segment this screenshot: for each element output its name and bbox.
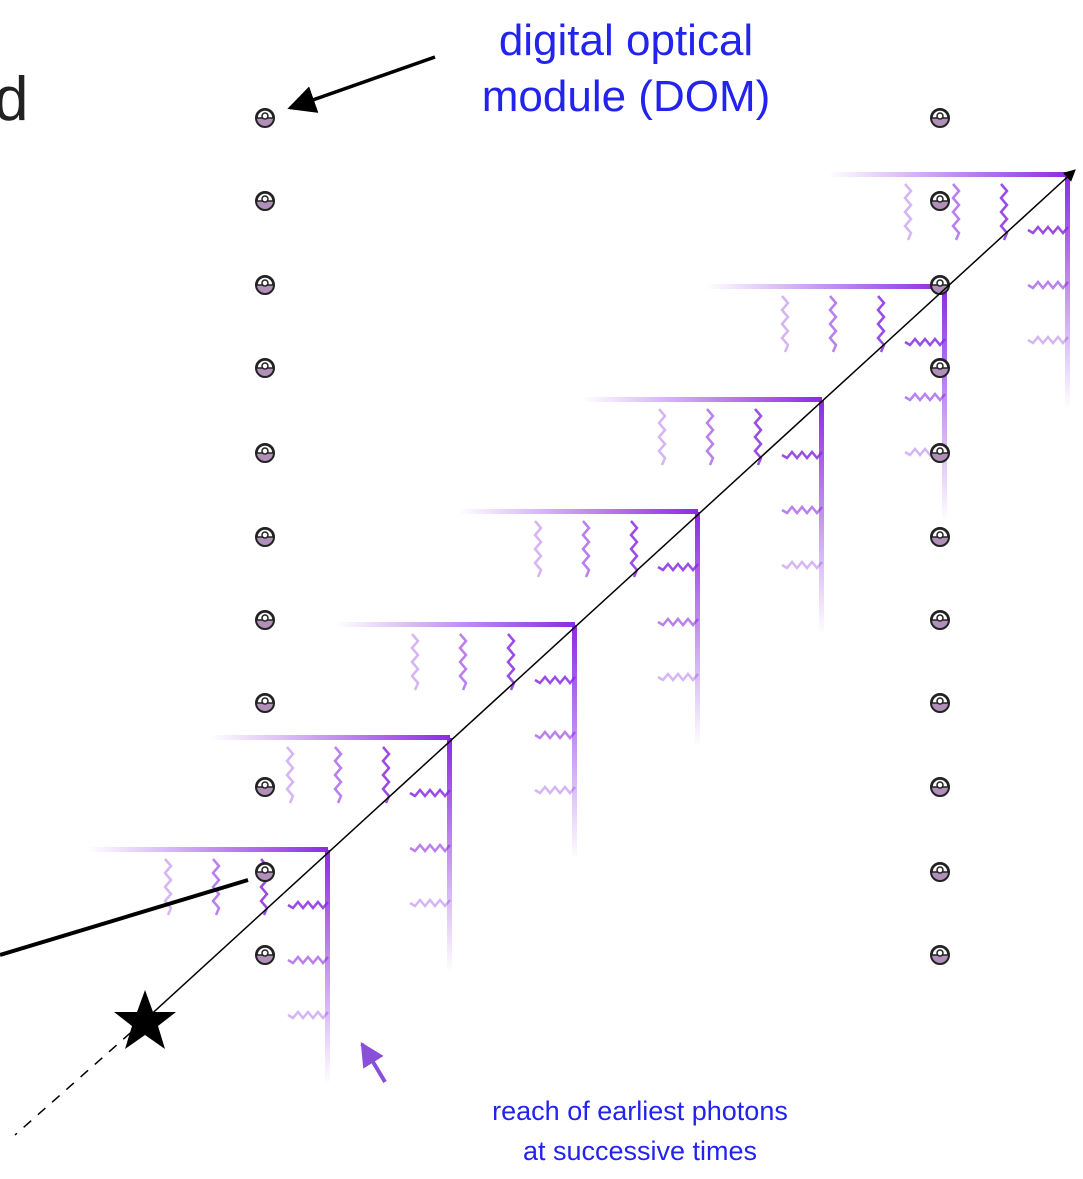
photon-right	[781, 560, 823, 570]
photon-right	[657, 672, 699, 682]
fragment-text: d	[0, 65, 28, 134]
photon-up	[581, 520, 591, 578]
dom-pmt	[936, 112, 944, 120]
front-horizontal	[458, 509, 698, 514]
decoration	[88, 108, 1070, 1085]
photon-up	[828, 295, 838, 353]
front-horizontal	[705, 284, 945, 289]
photon-right	[781, 450, 823, 460]
dom-arrow	[287, 55, 436, 113]
photon-up	[211, 858, 221, 916]
photon-right	[904, 392, 946, 402]
photon-right	[1027, 280, 1069, 290]
photon-up	[903, 183, 913, 241]
photon-up	[458, 633, 468, 691]
dom-pmt	[261, 195, 269, 203]
photon-up	[333, 746, 343, 804]
photon-up	[410, 633, 420, 691]
photon-up	[951, 183, 961, 241]
photon-right	[657, 562, 699, 572]
photon-right	[409, 898, 451, 908]
front-vertical	[819, 400, 824, 635]
photon-right	[1027, 335, 1069, 345]
dom-pmt	[936, 866, 944, 874]
dom-pmt	[261, 781, 269, 789]
dom-pmt	[936, 949, 944, 957]
photon-up	[381, 746, 391, 804]
photon-right	[781, 505, 823, 515]
photon-right	[287, 1010, 329, 1020]
dom-pmt	[936, 697, 944, 705]
photon-right	[534, 730, 576, 740]
caption: reach of earliest photons	[492, 1096, 788, 1126]
photon-right	[534, 675, 576, 685]
dom-pmt	[261, 949, 269, 957]
dom-pmt	[261, 531, 269, 539]
photon-right	[287, 955, 329, 965]
dom-pmt	[936, 447, 944, 455]
dom-pmt	[261, 362, 269, 370]
front-horizontal	[210, 735, 450, 740]
dom-pmt	[936, 362, 944, 370]
dom-pmt	[936, 531, 944, 539]
photon-right	[409, 843, 451, 853]
photon-up	[657, 408, 667, 466]
dom-pmt	[261, 697, 269, 705]
photon-up	[753, 408, 763, 466]
photon-up	[705, 408, 715, 466]
photon-up	[285, 746, 295, 804]
dom-pmt	[936, 279, 944, 287]
caption-arrow	[360, 1041, 387, 1084]
dom-pmt	[936, 614, 944, 622]
photon-right	[657, 617, 699, 627]
photon-right	[1027, 225, 1069, 235]
front-vertical	[447, 738, 452, 973]
front-vertical	[695, 512, 700, 747]
photon-up	[999, 183, 1009, 241]
front-vertical	[572, 625, 577, 860]
front-vertical	[325, 850, 330, 1085]
dom-label: digital optical	[499, 16, 753, 65]
track-extension	[14, 1019, 146, 1136]
photon-right	[409, 788, 451, 798]
track	[144, 169, 1076, 1021]
front-vertical	[1065, 175, 1070, 410]
dom-pmt	[261, 614, 269, 622]
dom-pmt	[936, 781, 944, 789]
photon-up	[876, 295, 886, 353]
dom-pmt	[261, 447, 269, 455]
dom-label: module (DOM)	[482, 72, 771, 121]
photon-up	[780, 295, 790, 353]
photon-right	[287, 900, 329, 910]
front-vertical	[942, 287, 947, 522]
photon-up	[506, 633, 516, 691]
front-horizontal	[335, 622, 575, 627]
front-horizontal	[828, 172, 1068, 177]
vertex-star	[114, 990, 176, 1049]
photon-up	[629, 520, 639, 578]
dom-pmt	[261, 866, 269, 874]
dom-pmt	[261, 112, 269, 120]
dom-pmt	[261, 279, 269, 287]
front-horizontal	[88, 847, 328, 852]
photon-up	[533, 520, 543, 578]
photon-right	[904, 337, 946, 347]
caption: at successive times	[523, 1136, 757, 1166]
dom-pmt	[936, 195, 944, 203]
pointer-line	[0, 878, 249, 957]
front-horizontal	[582, 397, 822, 402]
photon-right	[534, 785, 576, 795]
